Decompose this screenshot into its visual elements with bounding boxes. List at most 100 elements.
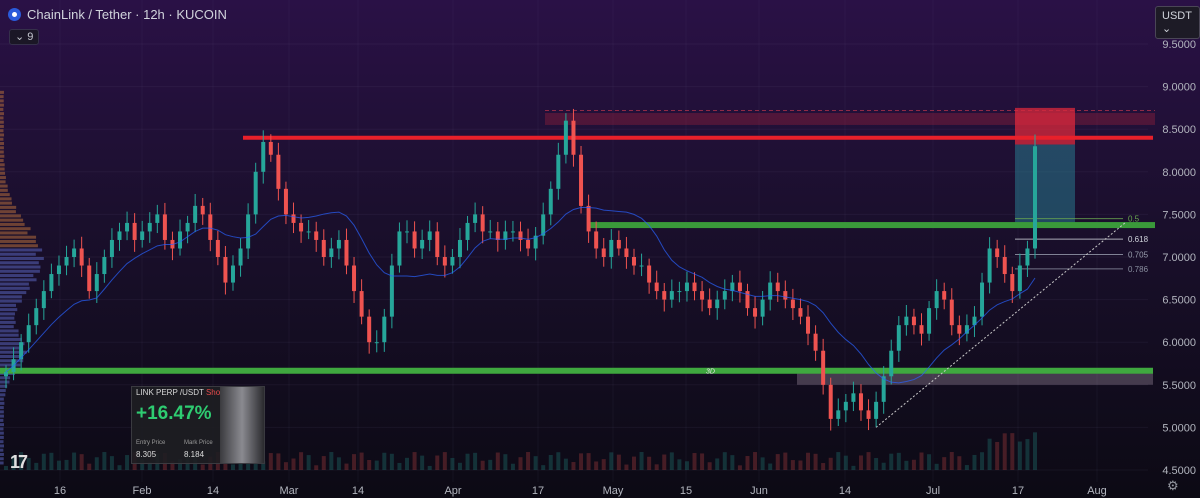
candle-body [503, 231, 508, 240]
volume-bar [64, 459, 69, 470]
candle-body [609, 239, 614, 257]
candle-body [768, 282, 773, 300]
volume-profile-bar [0, 461, 4, 465]
volume-bar [412, 452, 417, 470]
candle-body [949, 299, 954, 326]
volume-bar [518, 457, 523, 470]
volume-bar [465, 453, 470, 470]
candle-body [442, 257, 447, 266]
trendline [875, 222, 1126, 428]
volume-bar [934, 463, 939, 470]
volume-profile-bar [0, 329, 19, 333]
candle-body [813, 333, 818, 351]
candle-body [858, 393, 863, 411]
volume-bar [631, 456, 636, 470]
volume-bar [798, 460, 803, 470]
candle-body [117, 231, 122, 240]
candle-body [631, 257, 636, 266]
y-tick-label: 6.5000 [1162, 295, 1196, 307]
volume-bar [503, 454, 508, 470]
candle-body [314, 231, 319, 240]
candle-body [253, 171, 258, 215]
candle-body [1002, 257, 1007, 275]
candle-body [109, 239, 114, 257]
volume-bar [904, 460, 909, 470]
volume-profile-bar [0, 431, 4, 435]
volume-bar [367, 459, 372, 470]
volume-bar [397, 462, 402, 470]
x-tick-label: 17 [532, 485, 544, 497]
volume-profile-bar [0, 227, 31, 231]
volume-bar [230, 464, 235, 470]
candle-body [162, 214, 167, 240]
volume-profile-bar [0, 457, 4, 461]
candle-body [579, 154, 584, 206]
candle-body [692, 282, 697, 292]
volume-profile-bar [0, 440, 4, 444]
volume-bar [109, 456, 114, 470]
volume-bar [1010, 433, 1015, 470]
volume-bar [579, 453, 584, 470]
candle-body [261, 141, 266, 172]
x-tick-label: Jun [750, 485, 768, 497]
volume-bar [707, 462, 712, 470]
volume-profile-bar [0, 159, 4, 163]
chainlink-logo-icon [8, 8, 21, 21]
volume-profile-bar [0, 333, 19, 337]
volume-profile-bar [0, 129, 4, 133]
volume-profile-bar [0, 278, 37, 282]
x-tick-label: Jul [926, 485, 940, 497]
volume-bar [639, 452, 644, 470]
moving-average-line [5, 207, 1036, 384]
volume-profile-bar [0, 205, 17, 209]
volume-bar [715, 458, 720, 470]
volume-profile-bar [0, 180, 6, 184]
y-tick-label: 9.5000 [1162, 39, 1196, 51]
settings-icon[interactable]: ⚙ [1167, 478, 1179, 493]
volume-profile-bar [0, 320, 16, 324]
volume-profile-bar [0, 312, 15, 316]
volume-profile-bar [0, 384, 8, 388]
currency-selector[interactable]: USDT ⌄ [1155, 6, 1200, 39]
candle-body [911, 316, 916, 326]
x-tick-label: 14 [207, 485, 219, 497]
candle-body [268, 141, 273, 155]
stop-zone-band [545, 113, 1155, 125]
candle-body [889, 350, 894, 377]
volume-bar [291, 458, 296, 470]
volume-bar [306, 455, 311, 470]
volume-bar [896, 452, 901, 470]
card-entry-label: Entry Price [136, 440, 166, 446]
candle-body [851, 393, 856, 402]
volume-profile-bar [0, 354, 23, 358]
volume-bar [1002, 433, 1007, 470]
indicators-toggle[interactable]: ⌄ 9 [9, 29, 40, 45]
volume-bar [49, 452, 54, 470]
candle-body [420, 239, 425, 249]
tradingview-logo[interactable]: 17 [10, 452, 28, 472]
candle-body [352, 265, 357, 292]
candle-body [760, 299, 765, 317]
candle-body [964, 325, 969, 334]
candle-body [283, 188, 288, 215]
candle-body [934, 291, 939, 309]
volume-bar [760, 457, 765, 470]
candle-body [1010, 274, 1015, 292]
y-tick-label: 5.5000 [1162, 380, 1196, 392]
volume-profile-bar [0, 423, 5, 427]
volume-bar [94, 457, 99, 470]
card-side: Short [205, 388, 226, 397]
y-tick-label: 7.0000 [1162, 252, 1196, 264]
volume-bar [79, 454, 84, 470]
candle-body [488, 231, 493, 233]
card-pnl: +16.47% [136, 403, 212, 424]
volume-bar [813, 453, 818, 470]
candle-body [64, 257, 69, 266]
volume-bar [851, 465, 856, 470]
volume-profile-bar [0, 248, 43, 252]
symbol-title[interactable]: ChainLink / Tether · 12h · KUCOIN [8, 7, 227, 22]
volume-profile-bar [0, 406, 4, 410]
volume-profile-bar [0, 295, 22, 299]
volume-bar [344, 463, 349, 470]
x-tick-label: 15 [680, 485, 692, 497]
